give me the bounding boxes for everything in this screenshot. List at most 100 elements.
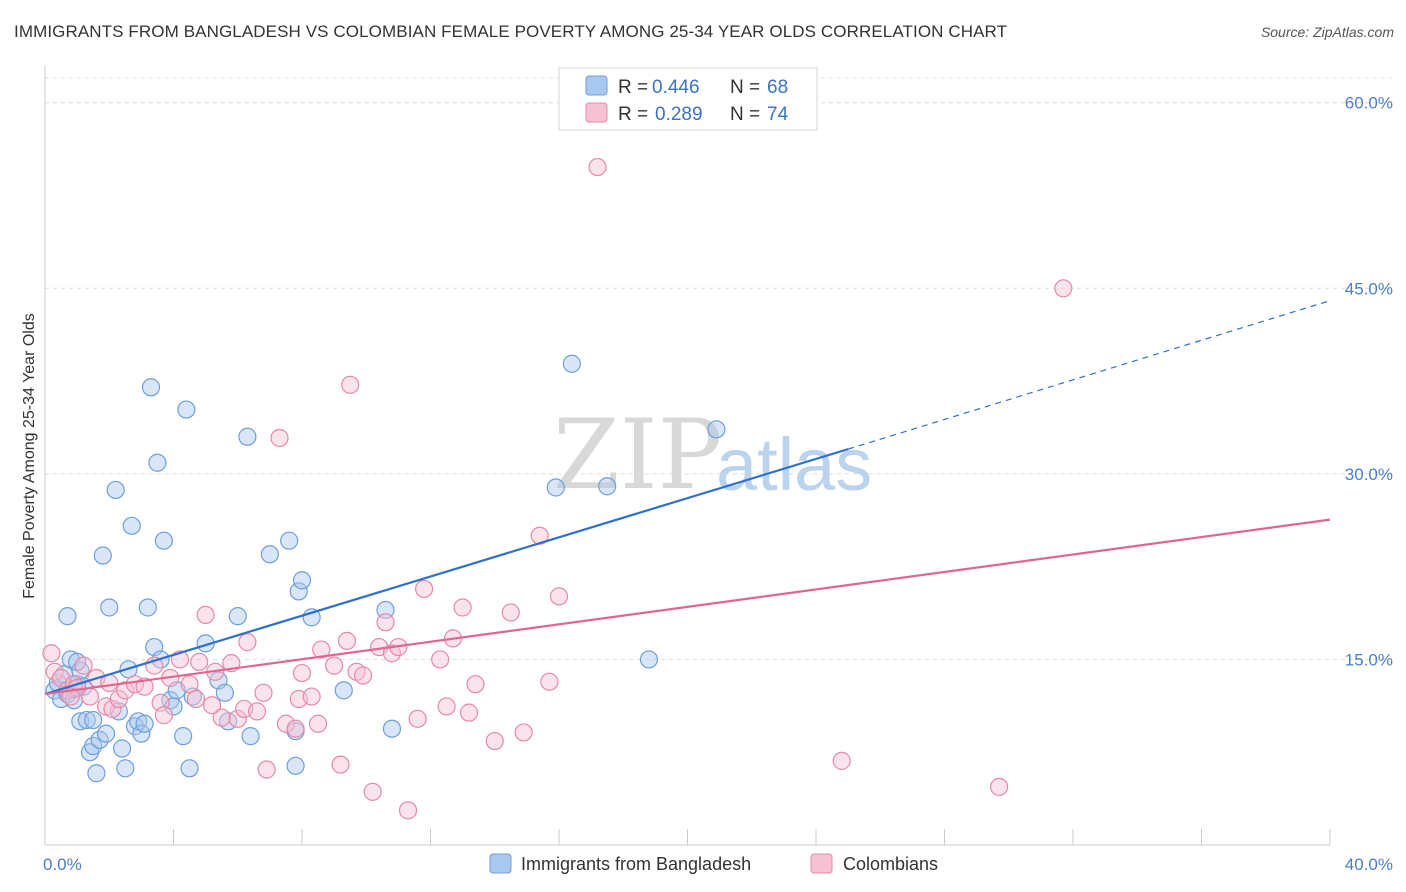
data-point [100, 598, 119, 617]
legend-r-value-bangladesh: 0.446 [652, 77, 700, 98]
data-point [414, 579, 434, 599]
y-axis-label: Female Poverty Among 25-34 Year Olds [21, 313, 38, 599]
data-point [286, 756, 305, 775]
data-point [174, 727, 193, 746]
data-point [280, 531, 299, 550]
data-point [212, 708, 231, 727]
data-point [228, 607, 247, 626]
watermark-zip: ZIP [553, 399, 722, 511]
data-point [215, 683, 234, 702]
data-point [546, 478, 565, 497]
data-point [238, 633, 257, 652]
data-point [247, 702, 267, 721]
data-point [408, 709, 427, 728]
y-tick-label: 30.0% [1345, 465, 1393, 484]
data-point [376, 600, 395, 620]
legend-n-value-bangladesh: 68 [767, 77, 788, 98]
data-point [376, 613, 395, 632]
bottom-legend-swatch-colombians [810, 853, 833, 874]
data-point [308, 714, 328, 733]
data-point [106, 480, 125, 500]
data-point [154, 531, 173, 550]
data-point [103, 699, 122, 719]
data-point [74, 656, 93, 675]
data-point [382, 719, 402, 738]
legend-n-label-colombians: N = [730, 104, 760, 125]
trend-layer [44, 300, 1331, 696]
data-point [549, 587, 569, 606]
data-point [148, 453, 167, 472]
data-point [135, 677, 154, 696]
data-point [93, 546, 112, 565]
data-point [437, 697, 456, 716]
data-point [331, 755, 350, 774]
data-point [334, 681, 353, 700]
legend-r-label-colombians: R = [618, 104, 648, 125]
y-tick-label: 15.0% [1345, 650, 1393, 669]
points-layer [42, 157, 1073, 820]
data-point [286, 719, 305, 738]
legend-swatch-bangladesh [585, 75, 608, 96]
data-point [96, 724, 116, 743]
data-point [398, 801, 418, 820]
data-point [177, 400, 196, 419]
legend-n-value-colombians: 74 [767, 104, 789, 125]
data-point [112, 739, 132, 758]
legend-box: R = 0.446 N = 68 R = 0.289 N = 74 [558, 67, 818, 131]
grid-layer [45, 77, 1392, 660]
trend-line-bangladesh [44, 448, 849, 696]
data-point [562, 354, 581, 373]
data-point [186, 689, 206, 709]
data-point [116, 681, 135, 700]
data-point [135, 714, 154, 733]
data-point [832, 751, 851, 770]
y-tick-label: 60.0% [1345, 94, 1393, 113]
data-point [241, 727, 260, 746]
data-point [363, 782, 382, 801]
data-point [453, 598, 472, 617]
bottom-legend-label-colombians: Colombians [843, 854, 938, 874]
data-point [58, 607, 77, 626]
data-point [292, 663, 312, 683]
data-point [260, 545, 279, 564]
bottom-legend: Immigrants from Bangladesh Colombians [489, 853, 938, 874]
x-tick-label-max: 40.0% [1345, 855, 1393, 874]
data-point [257, 760, 276, 779]
data-point [459, 703, 479, 722]
legend-r-value-colombians: 0.289 [655, 104, 703, 125]
data-point [292, 571, 312, 590]
data-point [353, 666, 373, 685]
legend-swatch-colombians [585, 102, 608, 123]
watermark: ZIP atlas [553, 399, 872, 511]
data-point [588, 157, 607, 177]
data-point [466, 675, 485, 694]
legend-r-label-bangladesh: R = [618, 77, 648, 98]
data-point [312, 640, 331, 659]
data-point [639, 650, 659, 669]
bottom-legend-swatch-bangladesh [489, 853, 512, 874]
data-point [289, 582, 308, 601]
ticks-layer: 15.0% 30.0% 45.0% 60.0% 0.0% 40.0% [43, 94, 1393, 874]
chart-title: IMMIGRANTS FROM BANGLADESH VS COLOMBIAN … [14, 22, 1008, 41]
data-point [116, 759, 135, 778]
data-point [71, 712, 90, 731]
data-point [196, 605, 215, 625]
data-point [132, 724, 151, 743]
data-point [302, 687, 321, 706]
data-point [42, 644, 61, 663]
data-point [501, 603, 520, 622]
bottom-legend-label-bangladesh: Immigrants from Bangladesh [521, 854, 751, 874]
data-point [154, 706, 173, 725]
data-point [325, 656, 344, 675]
data-point [141, 378, 161, 397]
x-tick-label-min: 0.0% [43, 855, 82, 874]
data-point [485, 731, 504, 751]
data-point [238, 427, 257, 446]
data-point [87, 764, 106, 783]
data-point [270, 428, 289, 448]
data-point [337, 631, 357, 650]
data-point [180, 759, 199, 778]
data-point [598, 477, 617, 496]
data-point [84, 710, 103, 730]
